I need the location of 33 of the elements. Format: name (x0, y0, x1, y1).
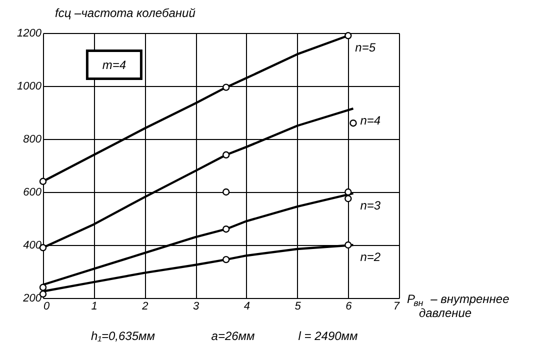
x-tick-label: 6 (346, 300, 353, 312)
series-label: n=2 (360, 250, 381, 264)
point (39, 178, 47, 185)
x-tick-label: 7 (393, 300, 400, 312)
text: l = 2490мм (298, 329, 358, 343)
x-tick-label: 5 (294, 300, 302, 312)
x-tick-label: 4 (244, 300, 250, 312)
point (344, 195, 352, 202)
text: h₁=0,635мм (91, 329, 155, 343)
series-label: n=3 (360, 198, 381, 212)
point (222, 84, 230, 91)
series-label: n=5 (355, 40, 376, 55)
x-tick-label: 1 (91, 300, 98, 312)
point (222, 256, 230, 264)
point (222, 188, 230, 196)
text: a=26мм (211, 329, 255, 343)
point (222, 151, 230, 158)
y-tick-label: 800 (23, 134, 42, 146)
y-tick-label: 1000 (17, 80, 42, 92)
y-tick-label: 1200 (17, 28, 42, 40)
series-label: n=4 (360, 114, 381, 128)
point (39, 284, 47, 291)
x-tick-label: 2 (141, 300, 148, 312)
point (344, 241, 352, 249)
annotation: m=4 (102, 58, 126, 72)
chart-title: fсц –частота колебаний (55, 6, 196, 20)
x-tick-label: 0 (44, 300, 50, 312)
x-tick-label: 3 (193, 300, 200, 312)
point (344, 188, 352, 196)
point (350, 120, 357, 127)
point (344, 32, 352, 40)
y-tick-label: 600 (23, 186, 42, 198)
point (222, 226, 230, 233)
